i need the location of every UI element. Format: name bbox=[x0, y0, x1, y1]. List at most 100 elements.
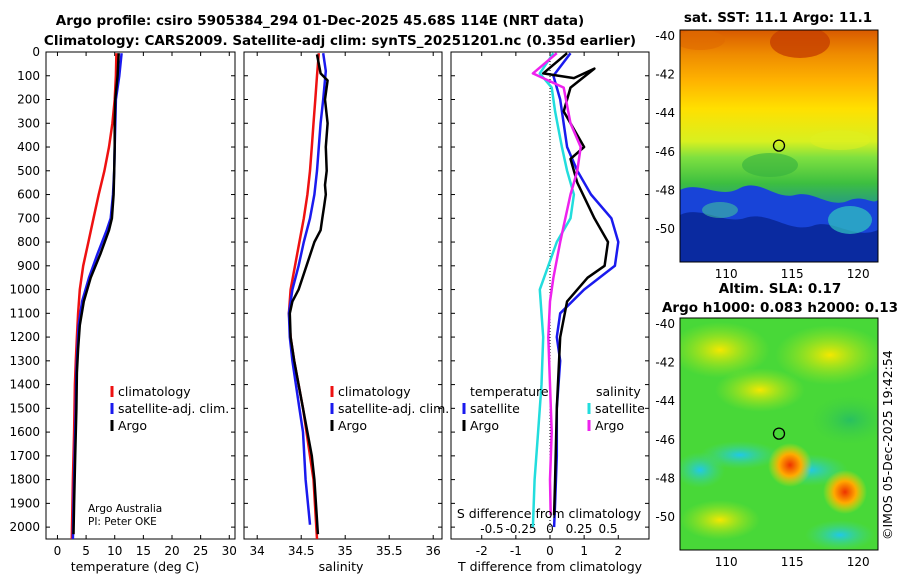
x-tick-label: 2 bbox=[614, 544, 622, 558]
y-tick-label: 1900 bbox=[9, 496, 40, 510]
difference-xlabel-top: S difference from climatology bbox=[457, 506, 642, 521]
sla-map-frame bbox=[679, 317, 879, 551]
temperature-legend: climatology satellite-adj. clim. Argo bbox=[110, 384, 229, 433]
sst-map-image bbox=[680, 30, 878, 262]
y-tick-label: 1200 bbox=[9, 330, 40, 344]
temperature-axes bbox=[45, 51, 236, 540]
series-line-salinity-satellite bbox=[531, 52, 576, 528]
legend-label-argo: Argo bbox=[338, 418, 367, 433]
salinity-diff-tick-label: 0.5 bbox=[598, 522, 617, 536]
series-line-satellite-adj-clim- bbox=[287, 53, 328, 525]
map-y-tick-label: -50 bbox=[655, 222, 675, 236]
y-tick-label: 300 bbox=[17, 116, 40, 130]
x-tick-label: -2 bbox=[476, 544, 488, 558]
map-y-tick-label: -48 bbox=[655, 471, 675, 485]
x-tick-label: 30 bbox=[222, 544, 237, 558]
sst-argo-location-marker bbox=[772, 139, 786, 152]
y-tick-label: 800 bbox=[17, 235, 40, 249]
map-x-tick-label: 120 bbox=[847, 555, 870, 569]
x-tick-label: 20 bbox=[164, 544, 179, 558]
y-tick-label: 100 bbox=[17, 69, 40, 83]
y-tick-label: 400 bbox=[17, 140, 40, 154]
legend-label-argo: Argo bbox=[118, 418, 147, 433]
sla-map-image bbox=[680, 318, 878, 550]
credit-line2: PI: Peter OKE bbox=[88, 516, 157, 528]
x-tick-label: 34 bbox=[250, 544, 265, 558]
y-tick-label: 1000 bbox=[9, 283, 40, 297]
y-tick-label: 500 bbox=[17, 164, 40, 178]
sst-map-title: sat. SST: 11.1 Argo: 11.1 bbox=[684, 10, 872, 26]
y-tick-label: 0 bbox=[32, 45, 40, 59]
map-y-tick-label: -42 bbox=[655, 355, 675, 369]
panel-difference-series bbox=[531, 52, 620, 528]
legend-label-satellite: satellite-adj. clim. bbox=[118, 401, 229, 416]
sla-map-title-line1: Altim. SLA: 0.17 bbox=[719, 281, 841, 297]
map-x-tick-label: 110 bbox=[715, 267, 738, 281]
legend-label-sal-satellite: satellite bbox=[595, 401, 645, 416]
y-tick-label: 700 bbox=[17, 211, 40, 225]
map-y-tick-label: -44 bbox=[655, 106, 675, 120]
map-y-tick-label: -46 bbox=[655, 145, 675, 159]
salinity-legend: climatology satellite-adj. clim. Argo bbox=[330, 384, 449, 433]
x-tick-label: 15 bbox=[136, 544, 151, 558]
legend-label-climatology: climatology bbox=[118, 384, 191, 399]
credit-line1: Argo Australia bbox=[88, 503, 162, 515]
legend-label-sal-argo: Argo bbox=[595, 418, 624, 433]
series-line-temperature-argo bbox=[541, 52, 610, 516]
legend-label-climatology: climatology bbox=[338, 384, 411, 399]
salinity-axes bbox=[243, 51, 443, 540]
x-tick-label: 5 bbox=[82, 544, 90, 558]
salinity-diff-tick-label: -0.5 bbox=[480, 522, 503, 536]
map-x-tick-label: 120 bbox=[847, 267, 870, 281]
timestamp: ©IMOS 05-Dec-2025 19:42:54 bbox=[880, 350, 895, 540]
salinity-xlabel: salinity bbox=[319, 559, 364, 574]
map-y-tick-label: -44 bbox=[655, 394, 675, 408]
y-tick-label: 200 bbox=[17, 93, 40, 107]
x-tick-label: 36 bbox=[426, 544, 441, 558]
legend-label-satellite: satellite-adj. clim. bbox=[338, 401, 449, 416]
legend-label-temp-satellite: satellite bbox=[470, 401, 520, 416]
legend-heading-salinity: salinity bbox=[596, 384, 641, 399]
y-tick-label: 600 bbox=[17, 188, 40, 202]
sla-argo-location-marker bbox=[772, 427, 786, 440]
salinity-diff-tick-label: -0.25 bbox=[505, 522, 536, 536]
difference-xlabel: T difference from climatology bbox=[457, 559, 643, 574]
panel-salinity-series bbox=[287, 53, 329, 539]
panel-temperature-series bbox=[70, 53, 123, 539]
x-tick-label: 0 bbox=[54, 544, 62, 558]
map-x-tick-label: 115 bbox=[781, 555, 804, 569]
x-tick-label: -1 bbox=[510, 544, 522, 558]
x-tick-label: 34.5 bbox=[288, 544, 315, 558]
salinity-diff-tick-label: 0.25 bbox=[566, 522, 593, 536]
series-line-argo bbox=[288, 54, 329, 535]
x-tick-label: 10 bbox=[107, 544, 122, 558]
figure-title-line2: Climatology: CARS2009. Satellite-adj cli… bbox=[44, 33, 636, 49]
sla-map-title-line2: Argo h1000: 0.083 h2000: 0.13 bbox=[662, 300, 898, 316]
map-y-tick-label: -42 bbox=[655, 67, 675, 81]
map-y-tick-label: -50 bbox=[655, 510, 675, 524]
map-x-tick-label: 115 bbox=[781, 267, 804, 281]
map-y-tick-label: -40 bbox=[655, 29, 675, 43]
x-tick-label: 0 bbox=[546, 544, 554, 558]
map-x-tick-label: 110 bbox=[715, 555, 738, 569]
difference-legend: temperature satellite Argo salinity sate… bbox=[462, 384, 645, 433]
y-tick-label: 2000 bbox=[9, 520, 40, 534]
map-y-tick-label: -46 bbox=[655, 433, 675, 447]
map-y-tick-label: -48 bbox=[655, 183, 675, 197]
legend-heading-temperature: temperature bbox=[470, 384, 549, 399]
legend-label-temp-argo: Argo bbox=[470, 418, 499, 433]
series-line-climatology bbox=[70, 53, 118, 539]
x-tick-label: 35.5 bbox=[376, 544, 403, 558]
x-tick-label: 35 bbox=[338, 544, 353, 558]
series-line-salinity-argo bbox=[531, 52, 582, 516]
profile-lines bbox=[70, 52, 620, 539]
series-line-argo bbox=[72, 53, 120, 535]
y-tick-label: 1700 bbox=[9, 449, 40, 463]
y-tick-label: 1500 bbox=[9, 401, 40, 415]
y-tick-label: 900 bbox=[17, 259, 40, 273]
temperature-xlabel: temperature (deg C) bbox=[71, 559, 200, 574]
sst-map-frame bbox=[679, 29, 879, 263]
y-tick-label: 1300 bbox=[9, 354, 40, 368]
figure-title-line1: Argo profile: csiro 5905384_294 01-Dec-2… bbox=[56, 13, 584, 29]
